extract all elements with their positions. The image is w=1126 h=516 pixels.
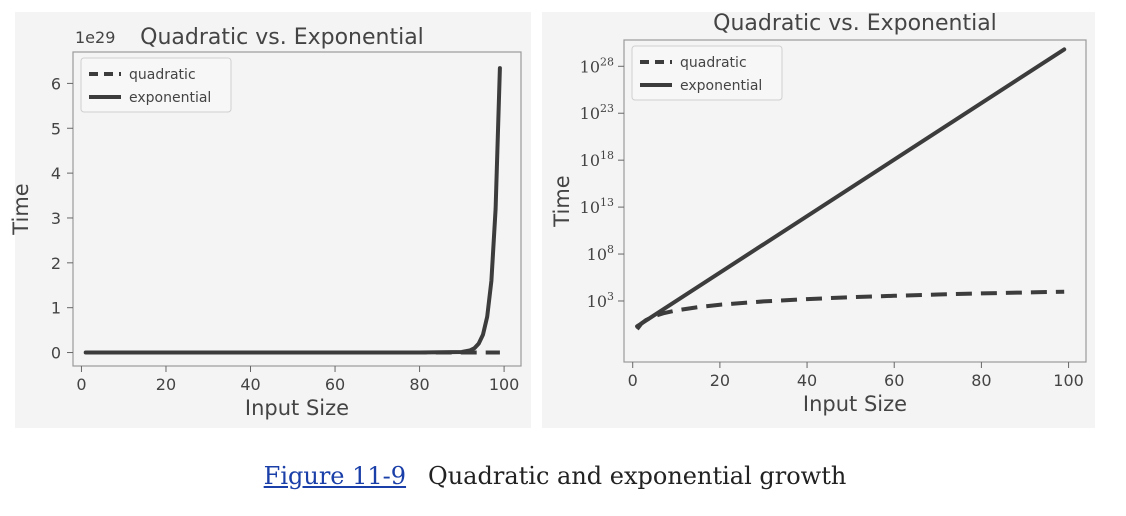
x-tick-label: 40 (797, 371, 817, 390)
legend-label-exponential: exponential (680, 78, 762, 94)
legend: quadratic exponential (631, 45, 783, 101)
x-axis-label: Input Size (803, 392, 907, 416)
y-tick-label: 6 (51, 74, 61, 93)
y-tick-label: 0 (51, 344, 61, 363)
figure: 0 20 40 60 80 100 0 1 2 3 4 5 6 1e29 Quadratic vs. Exp… (9, 11, 1095, 428)
legend: quadratic exponential (80, 57, 232, 113)
chart-title: Quadratic vs. Exponential (140, 25, 424, 50)
x-tick-label: 0 (628, 371, 638, 390)
axis-offset-label: 1e29 (75, 28, 115, 47)
y-axis-label: Time (9, 183, 33, 235)
x-tick-label: 60 (325, 375, 345, 394)
y-tick-label: 2 (51, 254, 61, 273)
caption-text: Quadratic and exponential growth (428, 462, 847, 490)
x-tick-label: 80 (971, 371, 991, 390)
x-axis-label: Input Size (245, 396, 349, 420)
chart-title: Quadratic vs. Exponential (713, 11, 997, 36)
y-tick-label: 4 (51, 164, 61, 183)
x-tick-label: 0 (76, 375, 86, 394)
y-tick-label: 108 (587, 243, 614, 264)
figure-caption: Figure 11-9 Quadratic and exponential gro… (0, 462, 1110, 490)
y-axis-label: Time (550, 175, 574, 227)
x-tick-label: 100 (1053, 371, 1084, 390)
chart-1: 0 20 40 60 80 100 0 1 2 3 4 5 6 1e29 Quadratic vs. Exp… (9, 12, 531, 428)
x-tick-label: 60 (884, 371, 904, 390)
figure-link[interactable]: Figure 11-9 (263, 462, 407, 490)
legend-label-exponential: exponential (129, 90, 211, 106)
y-tick-label: 1013 (580, 196, 614, 217)
y-tick-label: 103 (587, 290, 614, 311)
x-tick-label: 20 (710, 371, 730, 390)
series-quadratic-line (635, 289, 1065, 331)
series-exponential-line (635, 47, 1067, 329)
y-tick-label: 1018 (580, 149, 614, 170)
series-exponential-line (83, 66, 502, 355)
y-tick-label: 5 (51, 119, 61, 138)
y-tick-label: 1028 (580, 55, 614, 76)
y-tick-label: 3 (51, 209, 61, 228)
y-tick-label: 1 (51, 299, 61, 318)
x-tick-label: 40 (240, 375, 260, 394)
legend-label-quadratic: quadratic (680, 55, 747, 71)
y-tick-label: 1023 (580, 102, 614, 123)
x-tick-label: 20 (156, 375, 176, 394)
x-tick-label: 80 (409, 375, 429, 394)
legend-label-quadratic: quadratic (129, 67, 196, 83)
chart-2: 0 20 40 60 80 100 103 108 1013 1018 1023 1028 Quadra… (542, 11, 1095, 428)
x-tick-label: 100 (489, 375, 520, 394)
